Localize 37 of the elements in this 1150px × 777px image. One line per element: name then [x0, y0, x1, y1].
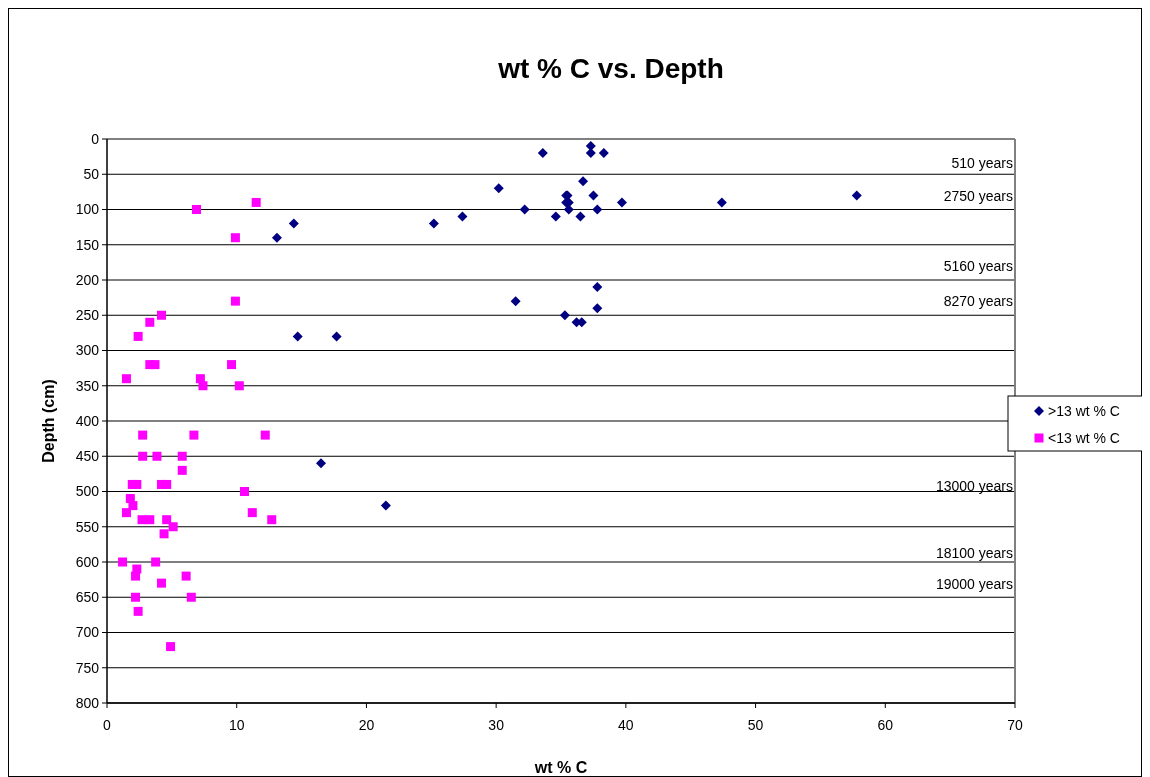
y-tick-label: 550 [75, 518, 100, 535]
legend-label: <13 wt % C [1048, 429, 1120, 446]
x-tick-label: 40 [618, 717, 634, 733]
y-tick-label: 250 [75, 307, 100, 324]
annotation: 8270 years [943, 292, 1013, 309]
x-tick-label: 30 [488, 717, 505, 733]
y-tick-label: 500 [75, 483, 100, 500]
x-tick-label: 10 [228, 717, 245, 733]
y-tick-label: 350 [75, 377, 100, 394]
x-tick-label: 50 [747, 717, 764, 733]
annotation: 2750 years [943, 187, 1013, 204]
y-tick-label: 400 [75, 412, 100, 429]
y-tick-label: 50 [83, 166, 100, 183]
y-tick-label: 150 [75, 236, 100, 253]
annotation: 19000 years [935, 575, 1013, 592]
y-tick-label: 300 [75, 342, 100, 359]
x-tick-label: 70 [1007, 717, 1023, 733]
annotation: 13000 years [935, 477, 1013, 494]
y-axis-title: Depth (cm) [40, 379, 57, 463]
chart-title: wt % C vs. Depth [497, 53, 724, 84]
annotation: 510 years [951, 154, 1013, 171]
y-tick-label: 600 [75, 553, 100, 570]
x-tick-label: 20 [358, 717, 375, 733]
y-tick-label: 650 [75, 589, 100, 606]
annotation: 5160 years [943, 257, 1013, 274]
x-tick-label: 0 [103, 717, 112, 733]
y-tick-label: 0 [91, 130, 100, 147]
x-tick-label: 60 [877, 717, 894, 733]
y-tick-label: 200 [75, 271, 100, 288]
y-tick-label: 800 [75, 694, 100, 711]
y-tick-label: 750 [75, 659, 100, 676]
annotation: 18100 years [935, 544, 1013, 561]
y-tick-label: 700 [75, 624, 100, 641]
legend-label: >13 wt % C [1048, 402, 1120, 419]
y-tick-label: 450 [75, 448, 100, 465]
x-axis-title: wt % C [533, 759, 588, 776]
y-tick-label: 100 [75, 201, 100, 218]
